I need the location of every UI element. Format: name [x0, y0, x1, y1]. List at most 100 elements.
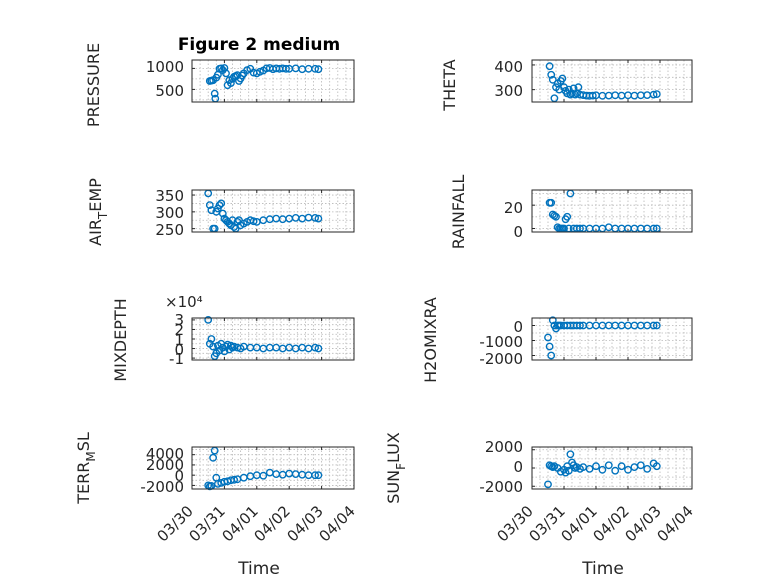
h2omixra-ytick-neg2000: -2000	[479, 350, 523, 368]
rainfall-data-point	[563, 212, 572, 221]
sun-flux-data-point	[585, 464, 594, 473]
h2omixra-data-point	[649, 321, 658, 330]
mixdepth-plot-area	[191, 315, 355, 361]
air-temp-data-point	[217, 199, 226, 208]
air-temp-data-point	[314, 214, 323, 223]
sun-flux-plot-area	[531, 447, 693, 489]
terr-msl-y-ticks: -2000 0 2000 4000	[140, 445, 184, 496]
h2omixra-ylabel: H2OMIXRA	[421, 297, 440, 383]
h2omixra-ytick-0: 0	[513, 318, 523, 336]
air-temp-y-ticks: 250 300 350	[155, 187, 184, 239]
theta-data-point	[558, 74, 567, 83]
rainfall-y-ticks: 0 20	[504, 199, 523, 241]
panel-mixdepth: ×10⁴ -1 0 1 2 3 MIXDEPTH	[111, 293, 355, 382]
sun-flux-data-point	[652, 462, 661, 471]
air-temp-ytick-350: 350	[155, 187, 184, 205]
mixdepth-ytick-3: 3	[174, 311, 184, 329]
h2omixra-y-ticks: -2000 -1000 0	[479, 318, 523, 368]
theta-axes-frame	[531, 59, 693, 103]
panel-h2omixra: -2000 -1000 0 H2OMIXRA	[421, 297, 693, 383]
pressure-data-point	[226, 79, 235, 88]
pressure-data-point	[217, 64, 226, 73]
mixdepth-ytick-1: 1	[174, 331, 184, 349]
mixdepth-ytick-0: 0	[174, 341, 184, 359]
mixdepth-data-point	[204, 315, 213, 324]
theta-data-point	[649, 90, 658, 99]
theta-data-point	[588, 91, 597, 100]
pressure-plot-area	[191, 60, 355, 103]
rainfall-ytick-0: 0	[513, 223, 523, 241]
sun-flux-y-ticks: -2000 0 2000	[479, 438, 523, 496]
sun-flux-data-point	[643, 464, 652, 473]
h2omixra-axes-frame	[531, 317, 693, 361]
mixdepth-data-point	[314, 344, 323, 353]
pressure-ytick-500: 500	[155, 82, 184, 100]
pressure-ylabel: PRESSURE	[84, 43, 103, 127]
mixdepth-y-ticks: -1 0 1 2 3	[169, 311, 184, 368]
sun-flux-data-point	[636, 461, 645, 470]
air-temp-axes-frame	[191, 189, 355, 233]
terr-msl-ytick-neg2000: -2000	[140, 478, 184, 496]
sun-flux-axes-frame	[531, 446, 693, 490]
air-temp-ytick-300: 300	[155, 204, 184, 222]
air-temp-data-point	[311, 213, 319, 222]
mixdepth-data-point	[207, 335, 216, 343]
sun-flux-data-point	[566, 450, 575, 459]
sun-flux-data-point	[617, 462, 626, 471]
panel-terr-msl: -2000 0 2000 4000 TERRMSL	[74, 432, 355, 505]
h2omixra-ytick-neg1000: -1000	[479, 333, 523, 351]
theta-data-point	[574, 83, 583, 92]
right-xlabel: Time	[581, 559, 624, 579]
sun-flux-data-point	[604, 461, 613, 470]
air-temp-ylabel: AIRTEMP	[86, 178, 110, 246]
theta-y-ticks: 300 400	[494, 58, 523, 100]
terr-msl-data-point	[311, 471, 319, 480]
terr-msl-data-point	[213, 479, 222, 488]
panel-theta: 300 400 THETA	[440, 58, 693, 112]
mixdepth-exponent-label: ×10⁴	[165, 293, 203, 311]
theta-data-point	[548, 75, 557, 84]
sun-flux-ytick-2000: 2000	[485, 438, 523, 456]
sun-flux-ytick-0: 0	[513, 458, 523, 476]
theta-ylabel: THETA	[440, 59, 459, 111]
terr-msl-data-point	[314, 471, 323, 480]
mixdepth-data-point	[209, 342, 218, 351]
terr-msl-data-point	[209, 453, 218, 462]
h2omixra-data-point	[576, 321, 584, 330]
pressure-data-point	[282, 64, 290, 73]
mixdepth-ylabel: MIXDEPTH	[111, 298, 130, 381]
sun-flux-data-point	[592, 462, 600, 471]
sun-flux-ylabel: SUNFLUX	[384, 432, 408, 504]
pressure-axes-frame	[191, 59, 355, 103]
h2omixra-plot-area	[531, 316, 693, 360]
rainfall-data-point	[552, 212, 560, 221]
air-temp-data-point	[249, 217, 258, 226]
terr-msl-ytick-4000: 4000	[146, 445, 184, 463]
terr-msl-plot-area	[191, 446, 355, 491]
pressure-ytick-1000: 1000	[146, 58, 184, 76]
pressure-data-point	[314, 65, 323, 74]
pressure-y-ticks: 500 1000	[146, 58, 184, 100]
panel-rainfall: 0 20 RAINFALL	[449, 175, 693, 250]
air-temp-data-point	[215, 201, 224, 210]
sun-flux-data-point	[624, 465, 632, 474]
mixdepth-ytick-neg1: -1	[169, 350, 184, 368]
mixdepth-ytick-2: 2	[174, 321, 184, 339]
h2omixra-data-point	[547, 351, 556, 360]
terr-msl-ytick-2000: 2000	[146, 456, 184, 474]
h2omixra-data-point	[652, 321, 661, 330]
mixdepth-data-point	[311, 343, 319, 352]
terr-msl-ylabel: TERRMSL	[74, 432, 98, 505]
theta-data-point	[652, 90, 661, 99]
sun-flux-data-point	[611, 466, 620, 475]
theta-data-point	[545, 62, 554, 71]
rainfall-data-point	[547, 198, 556, 207]
theta-ytick-300: 300	[494, 82, 523, 100]
pressure-data-point	[210, 89, 219, 98]
rainfall-axes-frame	[531, 189, 693, 233]
h2omixra-data-point	[545, 342, 554, 351]
mixdepth-axes-frame	[191, 317, 355, 361]
rainfall-ylabel: RAINFALL	[449, 175, 468, 250]
